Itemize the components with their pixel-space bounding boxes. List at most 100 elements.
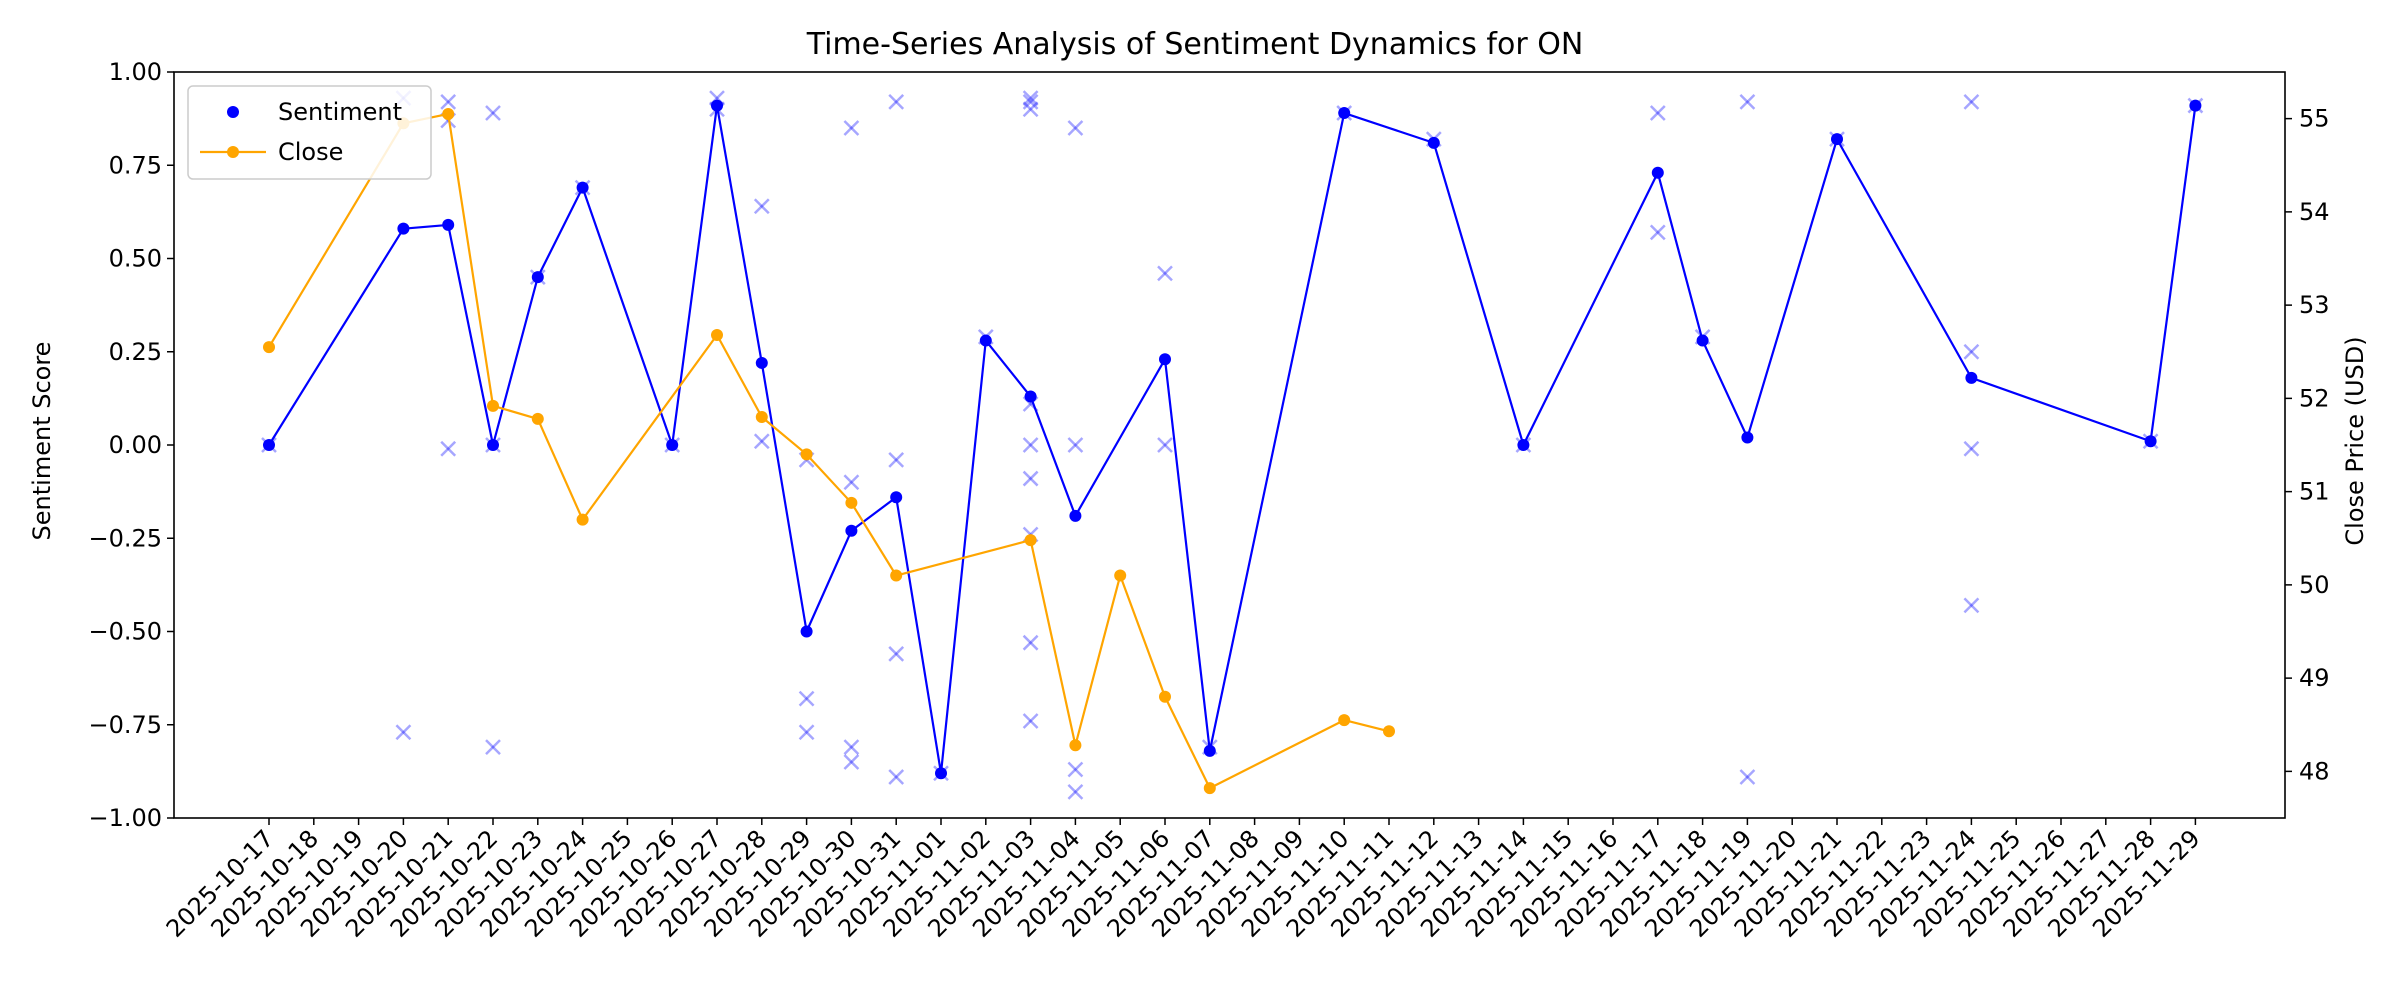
marker-stroke [440,93,457,110]
series-point-sentiment [1338,107,1351,120]
legend: Sentiment Close [187,85,432,180]
individual-score-marker [1022,101,1039,118]
y2-tick-label: 54 [2299,198,2330,226]
individual-score-marker [1067,761,1084,778]
series-point-sentiment [1741,431,1754,444]
series-point-sentiment [2189,99,2202,112]
marker-stroke [440,440,457,457]
individual-score-marker [440,93,457,110]
y2-tick-label: 50 [2299,571,2330,599]
series-point-close [890,569,903,582]
marker-stroke [843,474,860,491]
marker-stroke [485,739,501,756]
series-point-close [1203,782,1216,795]
marker-stroke [1022,713,1039,729]
marker-stroke [888,93,905,110]
marker-stroke [1157,437,1173,453]
series-point-sentiment [666,439,679,451]
series-point-close [755,411,768,424]
individual-score-marker [888,769,905,785]
marker-stroke [1157,265,1173,282]
series-point-sentiment [979,334,992,347]
marker-stroke [440,93,457,110]
marker-stroke [1022,90,1039,106]
y-tick-label: 0.00 [109,431,162,459]
series-point-close [1069,739,1082,752]
legend-label-close: Close [278,138,343,166]
individual-score-marker [1963,93,1980,110]
individual-score-marker [843,474,860,491]
individual-score-marker [753,198,770,215]
individual-scores-layer [261,90,2204,800]
individual-score-marker [1157,265,1173,282]
chart-title: Time-Series Analysis of Sentiment Dynami… [806,27,1584,62]
series-point-sentiment [442,218,455,231]
series-line-sentiment [268,104,2197,775]
individual-score-marker [843,120,860,136]
individual-score-marker [1963,597,1980,614]
series-point-sentiment [1696,334,1709,347]
marker-stroke [1067,120,1084,136]
series-point-sentiment [935,767,947,780]
individual-score-marker [888,645,905,662]
series-point-sentiment [1203,744,1216,757]
individual-score-marker [888,452,905,468]
series-point-sentiment [1651,166,1664,179]
y2-tick-label: 52 [2299,384,2330,412]
individual-score-marker [1022,90,1039,106]
marker-stroke [485,105,501,121]
individual-score-marker [798,690,815,707]
series-point-sentiment [755,356,768,369]
series-point-close [1338,714,1351,727]
marker-stroke [888,769,905,785]
legend-label-sentiment: Sentiment [278,98,402,126]
y-tick-label: −1.00 [88,804,162,832]
marker-stroke [1022,93,1039,110]
series-point-sentiment [1965,371,1978,384]
marker-stroke [1022,470,1039,487]
y-tick-label: −0.75 [88,711,162,739]
individual-score-marker [1739,769,1756,785]
series-point-close [442,107,455,120]
individual-score-marker [1022,713,1039,729]
y2-tick-label: 53 [2299,291,2330,319]
series-point-close [800,448,813,461]
marker-stroke [1022,470,1039,487]
y2-tick-label: 55 [2299,105,2330,133]
marker-stroke [798,690,815,707]
individual-score-marker [843,739,860,756]
individual-score-marker [1067,784,1084,800]
marker-stroke [1963,343,1980,360]
marker-stroke [1022,93,1039,110]
series-point-close [711,328,723,341]
series-point-sentiment [397,222,410,235]
y-tick-label: 0.75 [109,151,162,179]
marker-stroke [1649,105,1666,121]
marker-stroke [440,440,457,457]
series-point-sentiment [1831,133,1843,146]
marker-stroke [1963,440,1980,457]
marker-stroke [1649,105,1666,121]
marker-stroke [1963,93,1980,110]
series-point-close [576,513,589,526]
marker-stroke [798,724,815,741]
series-line-close [268,112,1390,790]
marker-stroke [1963,343,1980,360]
marker-stroke [1022,101,1039,118]
marker-stroke [843,120,860,136]
marker-stroke [395,724,412,741]
marker-stroke [798,690,815,707]
series-point-close [263,341,275,354]
marker-stroke [1022,634,1039,651]
marker-stroke [1067,784,1084,800]
series-point-sentiment [1159,353,1171,366]
marker-stroke [753,433,770,450]
series-lines-layer [263,99,2202,795]
individual-score-marker [440,440,457,457]
marker-stroke [753,433,770,450]
series-point-sentiment [576,181,589,194]
individual-score-marker [753,433,770,450]
series-point-close [1159,690,1171,703]
series-point-sentiment [800,625,813,638]
